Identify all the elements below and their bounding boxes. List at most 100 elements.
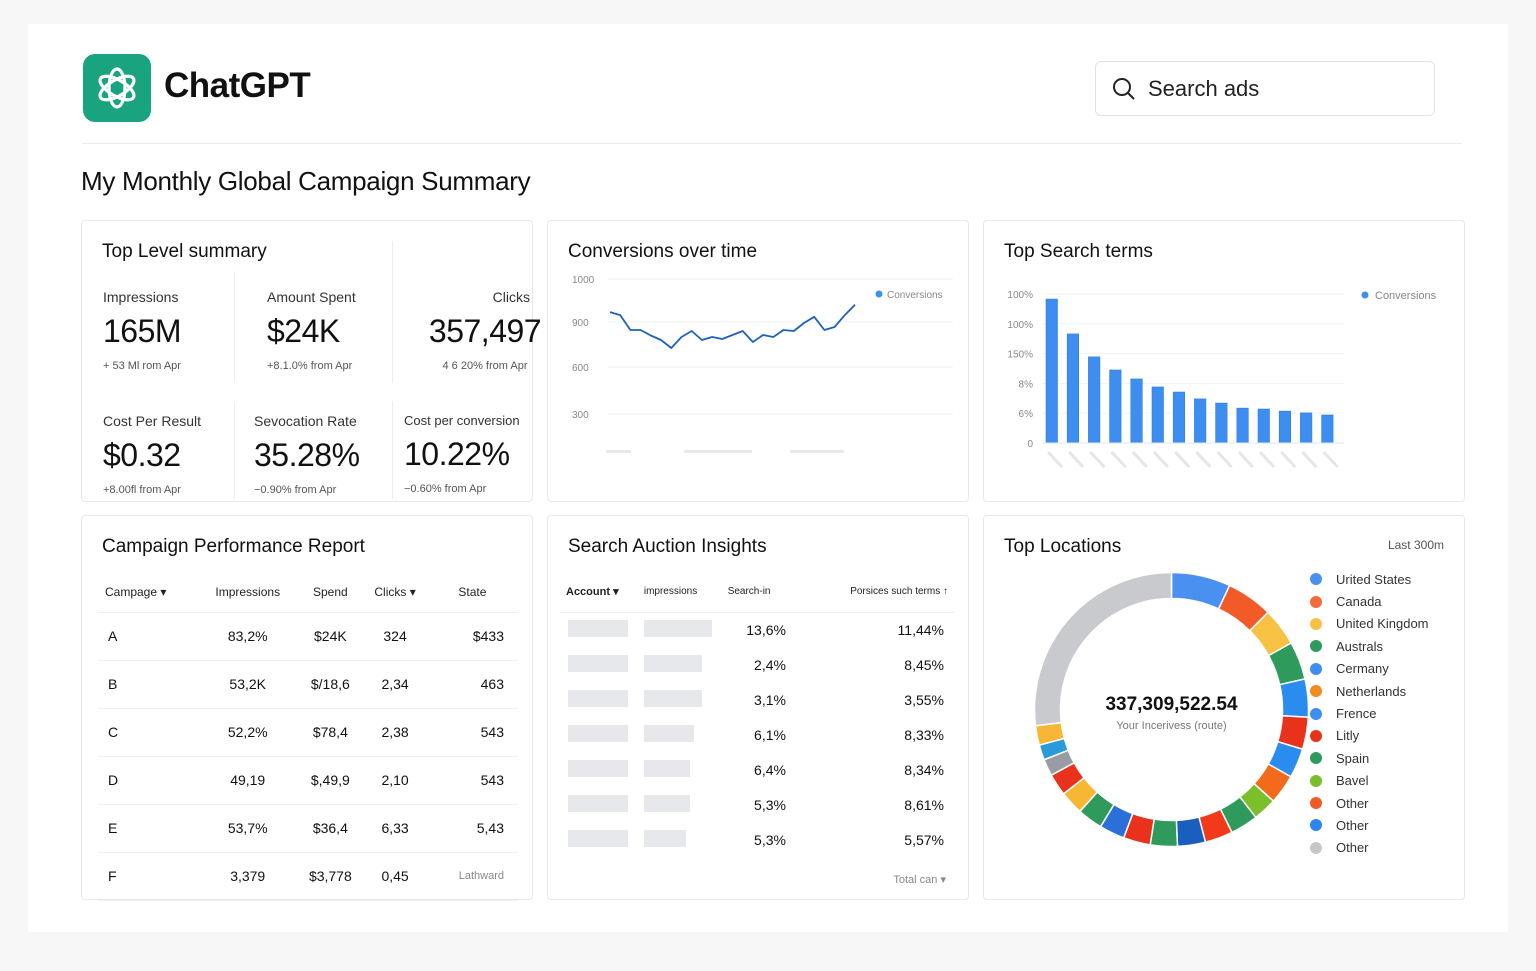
legend-item[interactable]: Spain bbox=[1310, 747, 1429, 769]
table-cell: 543 bbox=[426, 708, 518, 757]
legend-label: Conversions bbox=[887, 290, 943, 301]
column-porsices-such-terms[interactable]: Porsices such terms ↑ bbox=[825, 572, 954, 613]
legend-item[interactable]: Other bbox=[1310, 837, 1429, 859]
table-row[interactable]: A 83,2% $24K 324 $433 bbox=[98, 612, 518, 661]
search-in-value: 5,3% bbox=[754, 831, 786, 848]
legend-label: Cermany bbox=[1336, 661, 1389, 677]
table-row[interactable]: 6,1% 8,33% bbox=[560, 717, 954, 752]
chevron-down-icon: ▾ bbox=[160, 584, 167, 599]
table-cell: $24K bbox=[297, 612, 364, 661]
terms-value: 8,61% bbox=[904, 796, 944, 813]
impressions-placeholder bbox=[643, 619, 712, 637]
y-tick-label: 150% bbox=[1007, 350, 1033, 361]
bar bbox=[1278, 410, 1292, 444]
legend-dot bbox=[1310, 841, 1322, 854]
column-spend[interactable]: Spend bbox=[297, 572, 364, 613]
y-tick-label: 1000 bbox=[572, 275, 595, 286]
legend-item[interactable]: United Kingdom bbox=[1310, 613, 1429, 635]
legend-label: Canada bbox=[1336, 594, 1382, 610]
card-title: Top Level summary bbox=[102, 241, 267, 262]
column-impressions[interactable]: Impressions bbox=[198, 572, 298, 613]
table-cell: 3,379 bbox=[198, 852, 298, 901]
table-row[interactable]: 6,4% 8,34% bbox=[560, 752, 954, 787]
divider bbox=[392, 401, 393, 499]
x-tick-label-placeholder bbox=[1068, 450, 1085, 469]
y-tick-label: 100% bbox=[1007, 290, 1033, 301]
search-in-value: 6,1% bbox=[754, 726, 786, 743]
legend-dot bbox=[1310, 752, 1322, 765]
table-cell: 53,2K bbox=[198, 660, 298, 709]
bar-chart: 0 6% 8% 150% 100% 100% Conversions bbox=[1007, 290, 1437, 469]
legend-dot bbox=[1310, 617, 1322, 630]
x-tick-label-placeholder bbox=[1131, 450, 1148, 469]
table-row[interactable]: 13,6% 11,44% bbox=[560, 612, 954, 647]
table-cell: D bbox=[98, 756, 198, 805]
campaign-table: Campage ▾ Impressions Spend Clicks ▾ Sta… bbox=[98, 572, 518, 901]
legend-label: Other bbox=[1336, 817, 1369, 833]
table-cell: 83,2% bbox=[198, 612, 298, 661]
column-account[interactable]: Account ▾ bbox=[560, 572, 644, 613]
table-row[interactable]: 5,3% 8,61% bbox=[560, 787, 954, 822]
bar bbox=[1066, 333, 1079, 444]
legend-item[interactable]: Urited States bbox=[1310, 568, 1429, 590]
legend-item[interactable]: Other bbox=[1310, 814, 1429, 836]
legend-item[interactable]: Frence bbox=[1310, 702, 1429, 724]
top-level-summary-card: Top Level summary Impressions 165M + 53 Ml… bbox=[81, 220, 542, 502]
bar bbox=[1045, 298, 1058, 444]
search-auction-insights-card: Search Auction Insights Account ▾ impres… bbox=[547, 515, 969, 900]
column-clicks[interactable]: Clicks ▾ bbox=[363, 572, 427, 613]
column-impressions[interactable]: impressions bbox=[643, 572, 728, 613]
legend-dot bbox=[1310, 685, 1322, 698]
column-campaign[interactable]: Campage ▾ bbox=[98, 572, 198, 613]
chevron-down-icon: ▾ bbox=[613, 586, 619, 599]
x-tick-label-placeholder bbox=[1110, 450, 1127, 469]
search-box[interactable] bbox=[1095, 61, 1435, 116]
table-cell: E bbox=[98, 804, 198, 853]
account-placeholder bbox=[568, 759, 628, 777]
page-title: My Monthly Global Campaign Summary bbox=[81, 166, 531, 196]
legend-item[interactable]: Bavel bbox=[1310, 770, 1429, 792]
bar bbox=[1151, 386, 1164, 444]
kpi-amount-spent: Amount Spent $24K +8.1.0% from Apr bbox=[267, 289, 356, 372]
conversions-over-time-card: Conversions over time 1000 900 600 300 Conve… bbox=[547, 220, 969, 502]
legend-item[interactable]: Litly bbox=[1310, 725, 1429, 747]
legend-item[interactable]: Australs bbox=[1310, 635, 1429, 657]
search-in-value: 13,6% bbox=[746, 621, 786, 638]
account-placeholder bbox=[568, 654, 628, 672]
table-row[interactable]: 2,4% 8,45% bbox=[560, 647, 954, 682]
x-tick-label-placeholder bbox=[1237, 450, 1254, 469]
column-state[interactable]: State bbox=[426, 572, 518, 613]
column-search-in[interactable]: Search-in bbox=[727, 572, 826, 613]
table-cell: 53,7% bbox=[198, 804, 298, 853]
x-tick-label-placeholder bbox=[1301, 450, 1318, 469]
table-row[interactable]: 3,1% 3,55% bbox=[560, 682, 954, 717]
search-input[interactable] bbox=[1148, 75, 1408, 102]
table-cell: 2,38 bbox=[363, 708, 427, 757]
chevron-down-icon: ▾ bbox=[940, 874, 946, 886]
legend-item[interactable]: Cermany bbox=[1310, 658, 1429, 680]
legend-dot bbox=[1310, 662, 1322, 675]
impressions-placeholder bbox=[643, 759, 690, 777]
table-row[interactable]: E 53,7% $36,4 6,33 5,43 bbox=[98, 804, 518, 853]
total-dropdown[interactable]: Total can ▾ bbox=[893, 874, 946, 886]
table-row[interactable]: B 53,2K $/18,6 2,34 463 bbox=[98, 660, 518, 709]
card-title: Conversions over time bbox=[568, 241, 758, 262]
legend-item[interactable]: Netherlands bbox=[1310, 680, 1429, 702]
bar bbox=[1236, 407, 1249, 444]
terms-value: 8,33% bbox=[904, 726, 944, 743]
table-row[interactable]: C 52,2% $78,4 2,38 543 bbox=[98, 708, 518, 757]
period-filter[interactable]: Last 300m bbox=[1387, 538, 1444, 552]
x-tick-label-placeholder bbox=[1089, 450, 1106, 469]
top-search-terms-card: Top Search terms 0 6% 8% 150% 100% 100% Conver… bbox=[983, 220, 1465, 502]
table-cell: C bbox=[98, 708, 198, 757]
legend-item[interactable]: Other bbox=[1310, 792, 1429, 814]
sort-arrow-up-icon: ↑ bbox=[943, 586, 948, 598]
legend-dot bbox=[875, 290, 883, 298]
table-row[interactable]: F 3,379 $3,778 0,45 Lathward bbox=[98, 852, 518, 901]
campaign-performance-card: Campaign Performance Report Campage ▾ Im… bbox=[81, 515, 533, 901]
kpi-clicks: Clicks 357,497 4 6 20% from Apr bbox=[428, 289, 542, 372]
table-row[interactable]: D 49,19 $,49,9 2,10 543 bbox=[98, 756, 518, 805]
table-row[interactable]: 5,3% 5,57% bbox=[560, 822, 954, 857]
y-tick-label: 300 bbox=[572, 410, 589, 421]
legend-item[interactable]: Canada bbox=[1310, 590, 1429, 612]
